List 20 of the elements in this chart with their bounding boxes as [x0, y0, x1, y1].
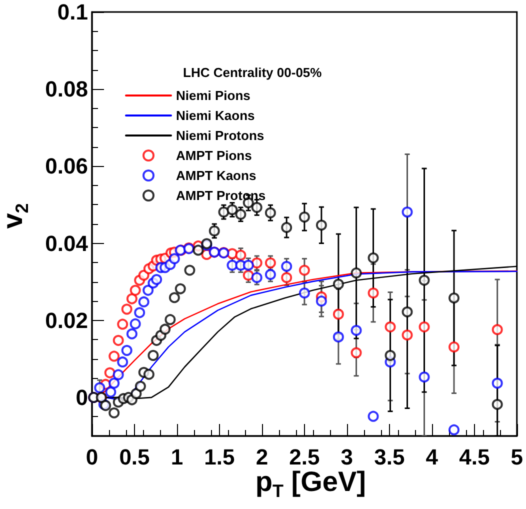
y-tick-label: 0.06 [45, 154, 88, 179]
x-tick-label: 3.5 [374, 444, 405, 470]
y-tick-label: 0.1 [57, 0, 88, 24]
legend-label: AMPT Protons [176, 188, 266, 203]
y-tick-label: 0.02 [45, 308, 88, 333]
x-tick-label: 1.5 [204, 444, 235, 470]
legend-label: AMPT Kaons [176, 168, 256, 183]
legend-label: Niemi Pions [176, 88, 250, 103]
x-tick-label: 4 [426, 444, 439, 470]
x-tick-label: 1 [170, 444, 184, 470]
x-tick-label: 4.5 [459, 444, 490, 470]
x-tick-label: 0.5 [119, 444, 150, 470]
legend-title: LHC Centrality 00-05% [183, 65, 322, 80]
y-tick-label: 0.08 [45, 76, 88, 102]
y-tick-label: 0.04 [45, 230, 89, 256]
x-tick-label: 5 [510, 444, 524, 470]
legend-label: Niemi Protons [176, 128, 264, 143]
y-tick-label: 0 [76, 384, 88, 410]
legend-label: AMPT Pions [176, 148, 252, 163]
legend-label: Niemi Kaons [176, 108, 255, 123]
